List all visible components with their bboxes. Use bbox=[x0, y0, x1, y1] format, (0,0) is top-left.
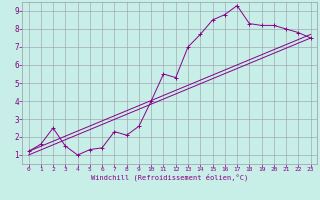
X-axis label: Windchill (Refroidissement éolien,°C): Windchill (Refroidissement éolien,°C) bbox=[91, 174, 248, 181]
